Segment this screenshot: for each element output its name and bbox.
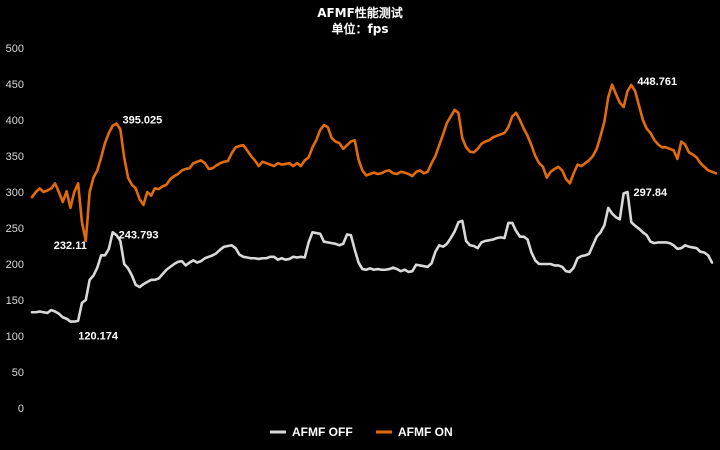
y-tick-label: 350	[6, 151, 24, 163]
y-tick-label: 300	[6, 187, 24, 199]
y-tick-label: 200	[6, 259, 24, 271]
y-tick-label: 450	[6, 79, 24, 91]
data-label: 243.793	[119, 229, 159, 241]
y-tick-label: 400	[6, 115, 24, 127]
data-label: 120.174	[78, 331, 119, 343]
chart-title: AFMF性能测试	[317, 5, 403, 20]
series-line-afmf-off	[30, 190, 714, 323]
legend-label: AFMF OFF	[292, 425, 353, 439]
y-tick-label: 250	[6, 223, 24, 235]
y-tick-label: 50	[12, 367, 24, 379]
legend: AFMF OFF AFMF ON	[270, 425, 453, 439]
data-label: 448.761	[637, 76, 677, 88]
data-label: 297.84	[633, 187, 668, 199]
y-tick-label: 100	[6, 331, 24, 343]
data-labels: 232.11 395.025 243.793 120.174 448.761 297.84	[54, 76, 677, 343]
y-tick-label: 150	[6, 295, 24, 307]
data-label: 395.025	[123, 115, 163, 127]
y-tick-label: 0	[18, 403, 24, 415]
series-lines	[30, 83, 718, 323]
data-label: 232.11	[54, 240, 87, 252]
y-tick-label: 500	[6, 43, 24, 55]
series-line-afmf-on	[30, 83, 718, 243]
legend-label: AFMF ON	[398, 425, 453, 439]
chart-subtitle: 单位：fps	[332, 21, 389, 36]
y-axis-ticks: 0 50 100 150 200 250 300 350 400 450 500	[6, 43, 24, 415]
